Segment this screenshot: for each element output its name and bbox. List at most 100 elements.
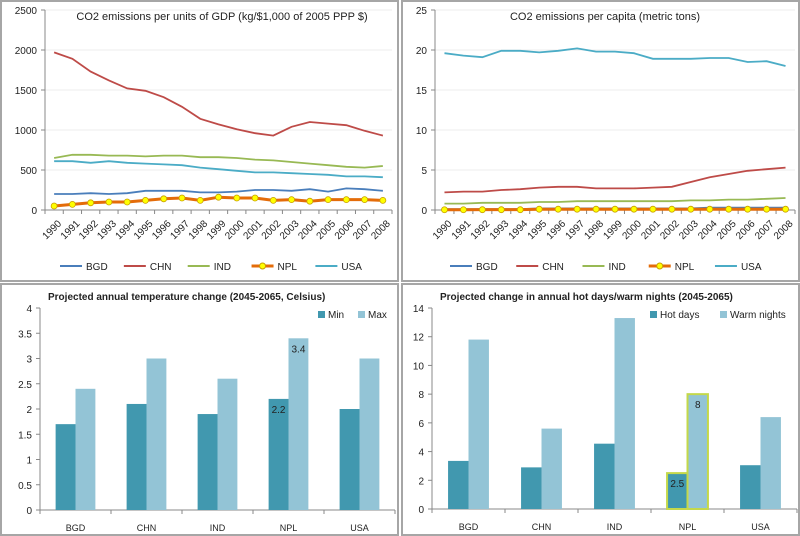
x-tick-label: BGD [459, 522, 479, 532]
y-tick-label: 500 [20, 166, 37, 177]
bar-max-npl [288, 338, 309, 510]
bar-warm-nights-usa [760, 417, 781, 509]
data-point-npl [460, 206, 467, 214]
chart-title: Projected change in annual hot days/warm… [440, 292, 733, 303]
data-point-npl [342, 196, 350, 204]
legend-swatch [358, 311, 365, 318]
data-point-npl [105, 198, 113, 206]
series-line-usa [54, 160, 383, 179]
legend-label: BGD [476, 262, 498, 273]
data-point-npl [573, 205, 581, 213]
data-point-npl [763, 205, 770, 213]
y-tick-label: 0 [421, 206, 427, 217]
y-tick-label: 5 [421, 166, 427, 177]
series-line-ind [53, 153, 383, 169]
y-tick-label: 0 [418, 505, 424, 516]
y-tick-label: 1500 [15, 86, 38, 97]
data-point-npl [215, 193, 222, 201]
y-tick-label: 15 [416, 86, 428, 97]
y-tick-label: 0 [26, 506, 32, 517]
chart-title: CO2 emissions per units of GDP (kg/$1,00… [76, 11, 367, 23]
bar-warm-nights-chn [541, 428, 562, 509]
bar-min-chn [126, 403, 147, 510]
bar-warm-nights-ind [614, 318, 635, 509]
y-tick-label: 3.5 [18, 329, 32, 340]
bar-warm-nights-bgd [468, 339, 489, 509]
y-tick-label: 10 [416, 126, 428, 137]
y-tick-label: 14 [413, 304, 425, 315]
y-tick-label: 1 [26, 456, 32, 467]
data-point-npl [516, 206, 524, 214]
data-point-npl [178, 194, 186, 202]
y-tick-label: 0 [31, 206, 37, 217]
data-point-npl [196, 196, 204, 204]
y-tick-label: 4 [26, 304, 32, 315]
y-tick-label: 25 [416, 6, 428, 17]
data-label: 2.2 [272, 405, 286, 416]
data-point-npl [288, 196, 295, 204]
bar-hot-days-chn [521, 467, 542, 509]
legend-label: Max [368, 310, 387, 321]
data-point-npl [649, 205, 657, 213]
legend-label: IND [214, 262, 231, 273]
data-point-npl [497, 206, 505, 214]
data-point-npl [441, 206, 448, 214]
data-point-npl [706, 205, 714, 213]
legend-swatch [650, 311, 657, 318]
data-point-npl [611, 205, 619, 213]
data-point-npl [554, 205, 562, 213]
legend-label: Min [328, 310, 344, 321]
y-tick-label: 2.5 [18, 380, 32, 391]
x-tick-label: CHN [532, 522, 552, 532]
chart-title: CO2 emissions per capita (metric tons) [510, 11, 700, 23]
y-tick-label: 8 [418, 390, 424, 401]
data-point-npl [592, 205, 600, 213]
y-tick-label: 2 [418, 476, 424, 487]
series-line-chn [53, 51, 384, 137]
legend-label: Hot days [660, 310, 699, 321]
data-point-npl [744, 205, 752, 213]
y-tick-label: 3 [26, 355, 32, 366]
legend-label: Warm nights [730, 310, 786, 321]
data-point-npl [535, 205, 543, 213]
chart-title: Projected annual temperature change (204… [48, 292, 325, 303]
data-point-npl [269, 196, 277, 204]
legend-label: NPL [278, 262, 298, 273]
legend-label: USA [741, 262, 762, 273]
x-tick-label: USA [751, 522, 770, 532]
series-line-chn [444, 166, 786, 194]
legend-label: CHN [542, 262, 564, 273]
x-tick-label: IND [210, 523, 226, 533]
data-point-npl [87, 199, 95, 207]
y-tick-label: 1.5 [18, 430, 32, 441]
legend-marker [259, 262, 267, 270]
bar-max-usa [359, 358, 380, 510]
y-tick-label: 20 [416, 46, 428, 57]
bar-hot-days-usa [740, 465, 761, 509]
data-point-npl [50, 202, 58, 210]
chart-panel-2 [401, 0, 800, 282]
legend-label: BGD [86, 262, 108, 273]
data-point-npl [687, 205, 695, 213]
data-point-npl [306, 197, 314, 205]
data-point-npl [361, 196, 369, 204]
chart-panel-1 [0, 0, 399, 282]
bar-hot-days-bgd [448, 460, 469, 509]
legend-label: USA [341, 262, 362, 273]
data-point-npl [251, 194, 259, 202]
series-line-usa [444, 47, 786, 67]
bar-warm-nights-npl [686, 393, 709, 510]
data-point-npl [68, 200, 76, 208]
legend-swatch [720, 311, 727, 318]
y-tick-label: 2500 [15, 6, 38, 17]
data-point-npl [324, 196, 332, 204]
bar-max-ind [217, 378, 238, 510]
legend-marker [656, 262, 664, 270]
x-tick-label: CHN [137, 523, 157, 533]
y-tick-label: 4 [418, 448, 424, 459]
y-tick-label: 6 [418, 419, 424, 430]
x-tick-label: NPL [280, 523, 298, 533]
data-point-npl [630, 205, 638, 213]
chart-4: 0 2 4 6 8 10 12 14 Projected change in annual ho… [413, 292, 798, 532]
data-point-npl [478, 206, 486, 214]
